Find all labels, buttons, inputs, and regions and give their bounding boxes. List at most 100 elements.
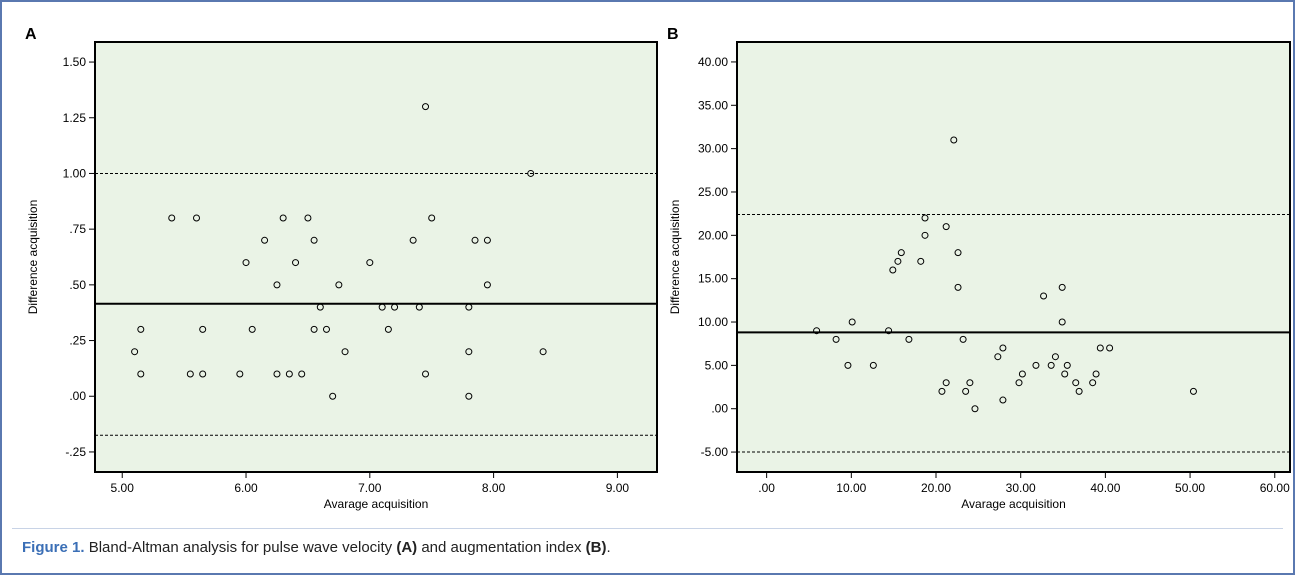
x-tick-label: 40.00 (1090, 481, 1120, 495)
chart: A -.25 .00 .25 .50 .75 1.00 1.25 1.50 5.00 6.00 7.0… (25, 26, 1291, 511)
x-tick-label: 5.00 (111, 481, 135, 495)
point (527, 169, 535, 177)
point (999, 344, 1007, 352)
point (869, 361, 877, 369)
point (917, 257, 925, 265)
point (1075, 387, 1083, 395)
point (329, 392, 337, 400)
point (897, 249, 905, 257)
point (366, 259, 374, 267)
point (959, 335, 967, 343)
point (921, 231, 929, 239)
point (242, 259, 250, 267)
point (1047, 361, 1055, 369)
y-tick-label: 20.00 (698, 228, 728, 242)
point (483, 281, 491, 289)
point (1189, 387, 1197, 395)
x-tick-label: 6.00 (234, 481, 258, 495)
y-tick-label: .00 (711, 402, 728, 416)
point (813, 327, 821, 335)
point (844, 361, 852, 369)
plot-frame (94, 41, 658, 473)
point (168, 214, 176, 222)
panel-label: A (25, 26, 37, 43)
point (1063, 361, 1071, 369)
caption-text: Bland-Altman analysis for pulse wave vel… (88, 539, 397, 556)
point (1032, 361, 1040, 369)
point (465, 348, 473, 356)
point (422, 103, 430, 111)
point (310, 236, 318, 244)
x-axis-label: Avarage acquisition (961, 497, 1066, 511)
x-tick-label: .00 (758, 481, 775, 495)
point (137, 370, 145, 378)
point (1015, 379, 1023, 387)
point (954, 249, 962, 257)
caption-label: Figure 1. (22, 539, 85, 556)
point (999, 396, 1007, 404)
caption-text: . (606, 539, 611, 556)
point (310, 325, 318, 333)
y-tick-label: 1.50 (63, 55, 87, 69)
point (994, 353, 1002, 361)
caption-text: (A) (396, 539, 418, 556)
y-tick-label: .00 (69, 389, 86, 403)
x-tick-label: 7.00 (358, 481, 382, 495)
point (938, 387, 946, 395)
x-tick-label: 60.00 (1260, 481, 1290, 495)
point (273, 281, 281, 289)
y-tick-label: 30.00 (698, 142, 728, 156)
point (885, 327, 893, 335)
x-tick-label: 9.00 (606, 481, 630, 495)
x-tick-label: 30.00 (1006, 481, 1036, 495)
y-tick-label: 15.00 (698, 272, 728, 286)
point (409, 236, 417, 244)
point (962, 387, 970, 395)
point (1040, 292, 1048, 300)
point (905, 335, 913, 343)
point (894, 257, 902, 265)
y-tick-label: -.25 (65, 445, 86, 459)
point (471, 236, 479, 244)
point (1051, 353, 1059, 361)
caption: Figure 1. Bland-Altman analysis for puls… (22, 539, 611, 556)
point (950, 136, 958, 144)
point (298, 370, 306, 378)
point (1072, 379, 1080, 387)
point (889, 266, 897, 274)
point (273, 370, 281, 378)
x-axis-label: Avarage acquisition (324, 497, 429, 511)
point (341, 348, 349, 356)
point (199, 325, 207, 333)
plot-area (737, 42, 1290, 472)
y-tick-label: 25.00 (698, 185, 728, 199)
point (285, 370, 293, 378)
x-tick-label: 10.00 (836, 481, 866, 495)
y-tick-label: 35.00 (698, 98, 728, 112)
point (186, 370, 194, 378)
caption-text: and augmentation index (417, 539, 586, 556)
point (236, 370, 244, 378)
y-tick-label: 40.00 (698, 55, 728, 69)
point (322, 325, 330, 333)
plot-frame (736, 41, 1291, 473)
point (1061, 370, 1069, 378)
point (304, 214, 312, 222)
point (971, 405, 979, 413)
panel-label: B (667, 26, 679, 43)
point (279, 214, 287, 222)
y-tick-label: -5.00 (701, 445, 729, 459)
point (316, 303, 324, 311)
point (921, 214, 929, 222)
point (292, 259, 300, 267)
point (384, 325, 392, 333)
point (1092, 370, 1100, 378)
point (422, 370, 430, 378)
point (131, 348, 139, 356)
x-tick-label: 8.00 (482, 481, 506, 495)
x-tick-label: 20.00 (921, 481, 951, 495)
point (1089, 379, 1097, 387)
y-tick-label: .75 (69, 222, 86, 236)
y-tick-label: .25 (69, 334, 86, 348)
